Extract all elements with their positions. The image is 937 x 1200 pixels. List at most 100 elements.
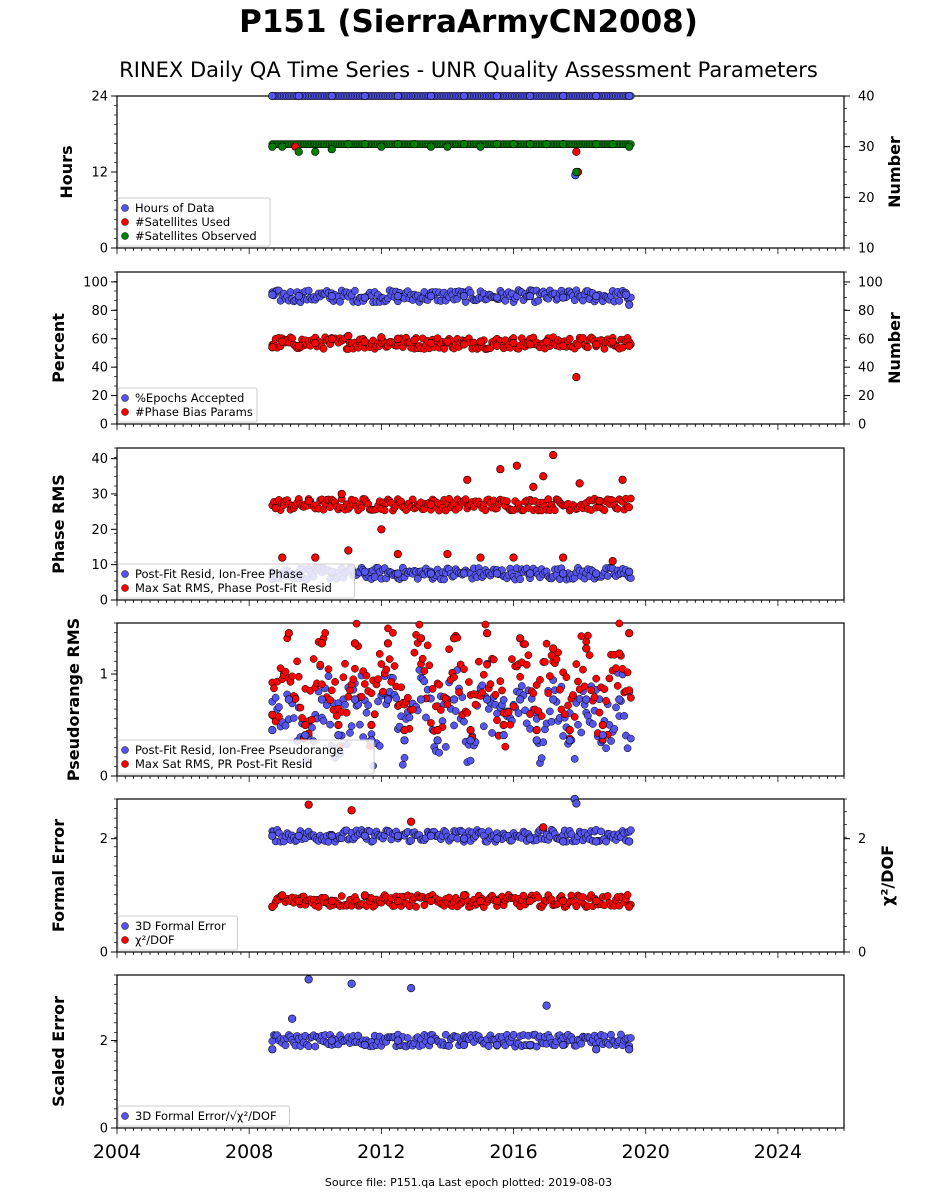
cloud-dot xyxy=(570,713,579,721)
y-tick-label: 2 xyxy=(100,1034,108,1049)
panel-percent: 0 20 40 60 80 100 Percent 0 20 40 60 80 100 Number %Ep… xyxy=(49,271,904,433)
cloud-dot xyxy=(324,672,333,681)
cloud-dot xyxy=(536,676,544,684)
y-tick-label: 0 xyxy=(100,418,108,433)
data-point xyxy=(492,91,502,101)
cloud-dot xyxy=(484,1042,493,1050)
data-point xyxy=(449,695,459,704)
data-point xyxy=(367,720,376,730)
cloud-dot xyxy=(534,893,543,902)
data-point xyxy=(393,334,402,343)
data-point xyxy=(426,292,436,301)
cloud-dot xyxy=(481,620,490,629)
cloud-dot xyxy=(319,344,328,353)
legend-label: Post-Fit Resid, Ion-Free Phase xyxy=(135,567,303,581)
cloud-dot xyxy=(318,680,326,689)
data-point xyxy=(598,720,607,730)
data-point xyxy=(360,337,369,346)
y-tick-label: 24 xyxy=(91,90,108,105)
series-cloud xyxy=(268,92,635,148)
data-point xyxy=(301,720,310,730)
series-cloud xyxy=(268,286,635,353)
cloud-dot xyxy=(398,760,407,769)
cloud-dot xyxy=(463,708,472,717)
data-point xyxy=(433,725,442,735)
cloud-dot xyxy=(504,708,513,716)
data-point xyxy=(459,340,469,349)
data-point xyxy=(625,902,634,911)
data-point xyxy=(509,140,518,149)
data-point xyxy=(327,896,336,906)
cloud-dot xyxy=(623,744,632,753)
data-point xyxy=(525,569,535,578)
panel-pseudorange-rms: 0 1 Pseudorange RMS Post-Fit Resid, Ion-Fre… xyxy=(64,618,845,785)
data-point xyxy=(512,461,521,470)
cloud-dot xyxy=(382,665,391,674)
data-point xyxy=(625,91,634,101)
data-point xyxy=(377,142,386,151)
legend-label: %Epochs Accepted xyxy=(135,391,244,405)
cloud-dot xyxy=(529,689,538,698)
cloud-dot xyxy=(339,673,348,682)
cloud-dot xyxy=(443,700,452,709)
data-point xyxy=(360,140,369,149)
y-tick-label: 80 xyxy=(91,304,108,319)
cloud-dot xyxy=(627,494,635,503)
cloud-dot xyxy=(304,1042,313,1051)
data-point xyxy=(492,293,502,302)
data-point xyxy=(383,639,393,648)
data-point xyxy=(592,1045,601,1054)
data-point xyxy=(592,292,601,301)
cloud-dot xyxy=(627,693,635,702)
cloud-dot xyxy=(589,720,597,728)
data-point xyxy=(509,338,518,348)
cloud-dot xyxy=(455,688,463,697)
data-point xyxy=(625,837,634,846)
legend-label: #Satellites Observed xyxy=(135,229,257,243)
cloud-dot xyxy=(326,720,334,729)
cloud-dot xyxy=(493,716,501,725)
data-point xyxy=(492,1040,502,1050)
cloud-dot xyxy=(408,495,417,504)
cloud-dot xyxy=(405,902,414,911)
data-point xyxy=(483,695,492,704)
cloud-dot xyxy=(516,672,525,681)
legend-label: χ²/DOF xyxy=(135,933,175,947)
y-tick-label: 100 xyxy=(83,275,108,290)
data-point xyxy=(426,91,436,101)
cloud-dot xyxy=(595,708,604,717)
cloud-dot xyxy=(420,667,429,675)
y-tick-label: 12 xyxy=(91,166,108,181)
data-point xyxy=(393,140,402,149)
legend-label: Post-Fit Resid, Ion-Free Pseudorange xyxy=(135,743,343,757)
data-point xyxy=(294,147,303,156)
data-point xyxy=(625,300,634,309)
data-point xyxy=(532,736,541,745)
data-point xyxy=(360,293,369,302)
data-point xyxy=(294,896,303,906)
data-point xyxy=(459,569,469,578)
y-tick-label: 0 xyxy=(100,242,108,257)
cloud-dot xyxy=(613,682,622,690)
data-point xyxy=(311,147,320,156)
data-point xyxy=(304,975,313,984)
data-point xyxy=(525,340,535,349)
data-point xyxy=(393,896,402,906)
data-point xyxy=(565,736,574,745)
data-point xyxy=(625,567,634,576)
y-tick-label: 0 xyxy=(100,594,108,609)
y2-tick-label: 2 xyxy=(858,832,866,847)
data-point xyxy=(393,569,402,578)
source-footnote: Source file: P151.qa Last epoch plotted:… xyxy=(324,1176,613,1189)
y2-axis-label: Number xyxy=(885,136,904,208)
y-axis-label: Pseudorange RMS xyxy=(64,618,83,781)
data-point xyxy=(284,629,293,638)
cloud-dot xyxy=(341,659,349,668)
cloud-dot xyxy=(587,686,596,695)
cloud-dot xyxy=(509,702,518,711)
y2-tick-label: 40 xyxy=(858,361,875,376)
y-tick-label: 20 xyxy=(91,523,108,538)
data-point xyxy=(350,639,360,648)
data-point xyxy=(393,91,402,101)
cloud-dot xyxy=(615,619,624,628)
